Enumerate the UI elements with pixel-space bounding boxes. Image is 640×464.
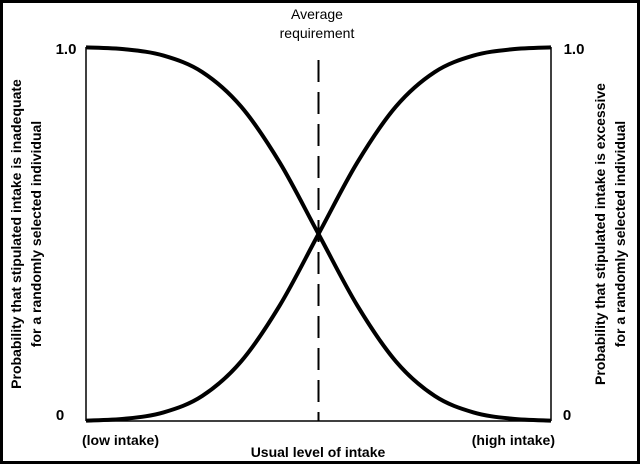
y-right-label-line-2: for a randomly selected individual: [612, 121, 628, 347]
y-right-label-line-1: Probability that stipulated intake is ex…: [592, 83, 608, 385]
annotation-line-2: requirement: [280, 25, 355, 41]
y-left-label-line-1: Probability that stipulated intake is in…: [8, 79, 24, 389]
annotation-line-1: Average: [291, 6, 343, 22]
x-low-label: (low intake): [82, 432, 159, 448]
y-left-label-line-2: for a randomly selected individual: [28, 121, 44, 347]
ytick-left-top: 1.0: [56, 41, 77, 58]
ytick-right-bottom: 0: [563, 407, 571, 424]
ytick-left-bottom: 0: [56, 407, 64, 424]
series-excessive-curve: [85, 45, 552, 423]
x-high-label: (high intake): [472, 432, 555, 448]
ytick-right-top: 1.0: [564, 41, 585, 58]
x-axis-label: Usual level of intake: [251, 444, 386, 460]
